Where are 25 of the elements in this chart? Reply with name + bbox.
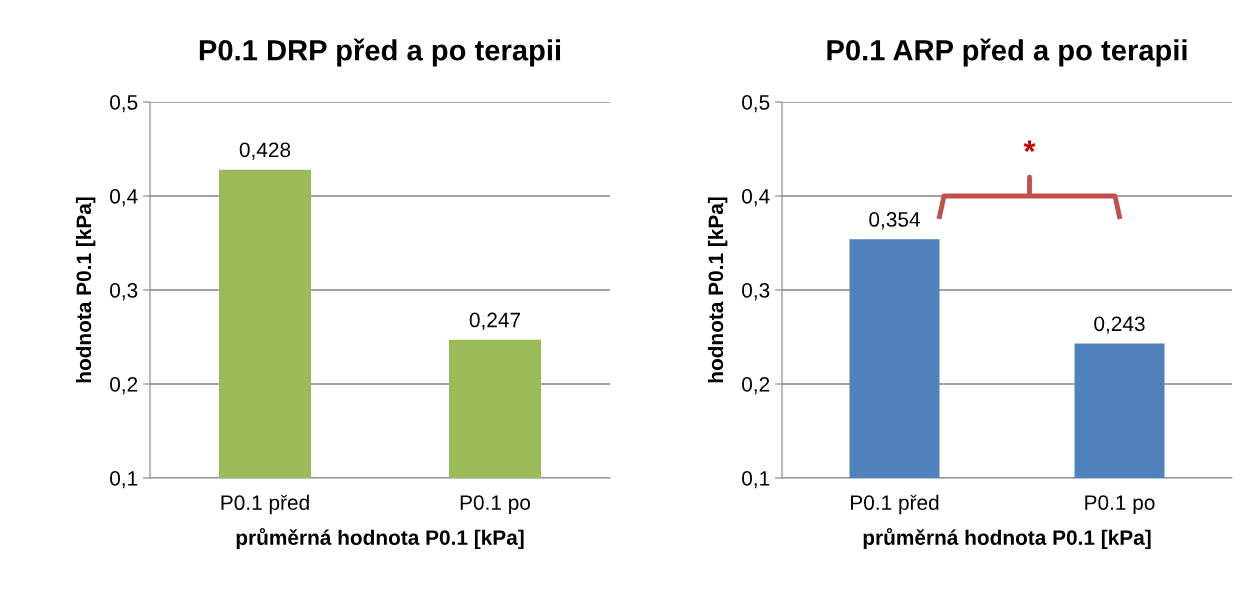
y-axis-title: hodnota P0.1 [kPa] [707,197,728,383]
x-tick-label: P0.1 před [851,494,939,515]
x-tick-label: P0.1 po [1085,495,1155,515]
x-tick-label: P0.1 před [221,494,309,515]
data-label: 0,354 [869,212,920,230]
y-tick-label: 0,1 [110,471,138,489]
data-label: 0,428 [239,142,291,160]
y-tick-label: 0,3 [742,283,770,301]
chart-title: P0.1 DRP před a po terapii [199,38,561,67]
y-tick-label: 0,4 [110,189,138,207]
y-tick-label: 0,2 [110,377,138,395]
y-tick-label: 0,5 [742,95,770,113]
data-label: 0,247 [469,312,521,330]
y-tick-label: 0,4 [742,189,770,207]
chart-title: P0.1 ARP před a po terapii [827,38,1187,67]
x-axis-title: průměrná hodnota P0.1 [kPa] [863,528,1151,550]
x-axis-title: průměrná hodnota P0.1 [kPa] [236,528,524,550]
annotation: * [1023,140,1036,152]
y-axis-title: hodnota P0.1 [kPa] [75,197,96,383]
x-tick-label: P0.1 po [460,495,531,515]
y-tick-label: 0,5 [110,95,138,113]
y-tick-label: 0,1 [742,471,770,489]
y-tick-label: 0,3 [110,283,138,301]
data-label: 0,243 [1094,316,1145,334]
y-tick-label: 0,2 [742,377,770,395]
